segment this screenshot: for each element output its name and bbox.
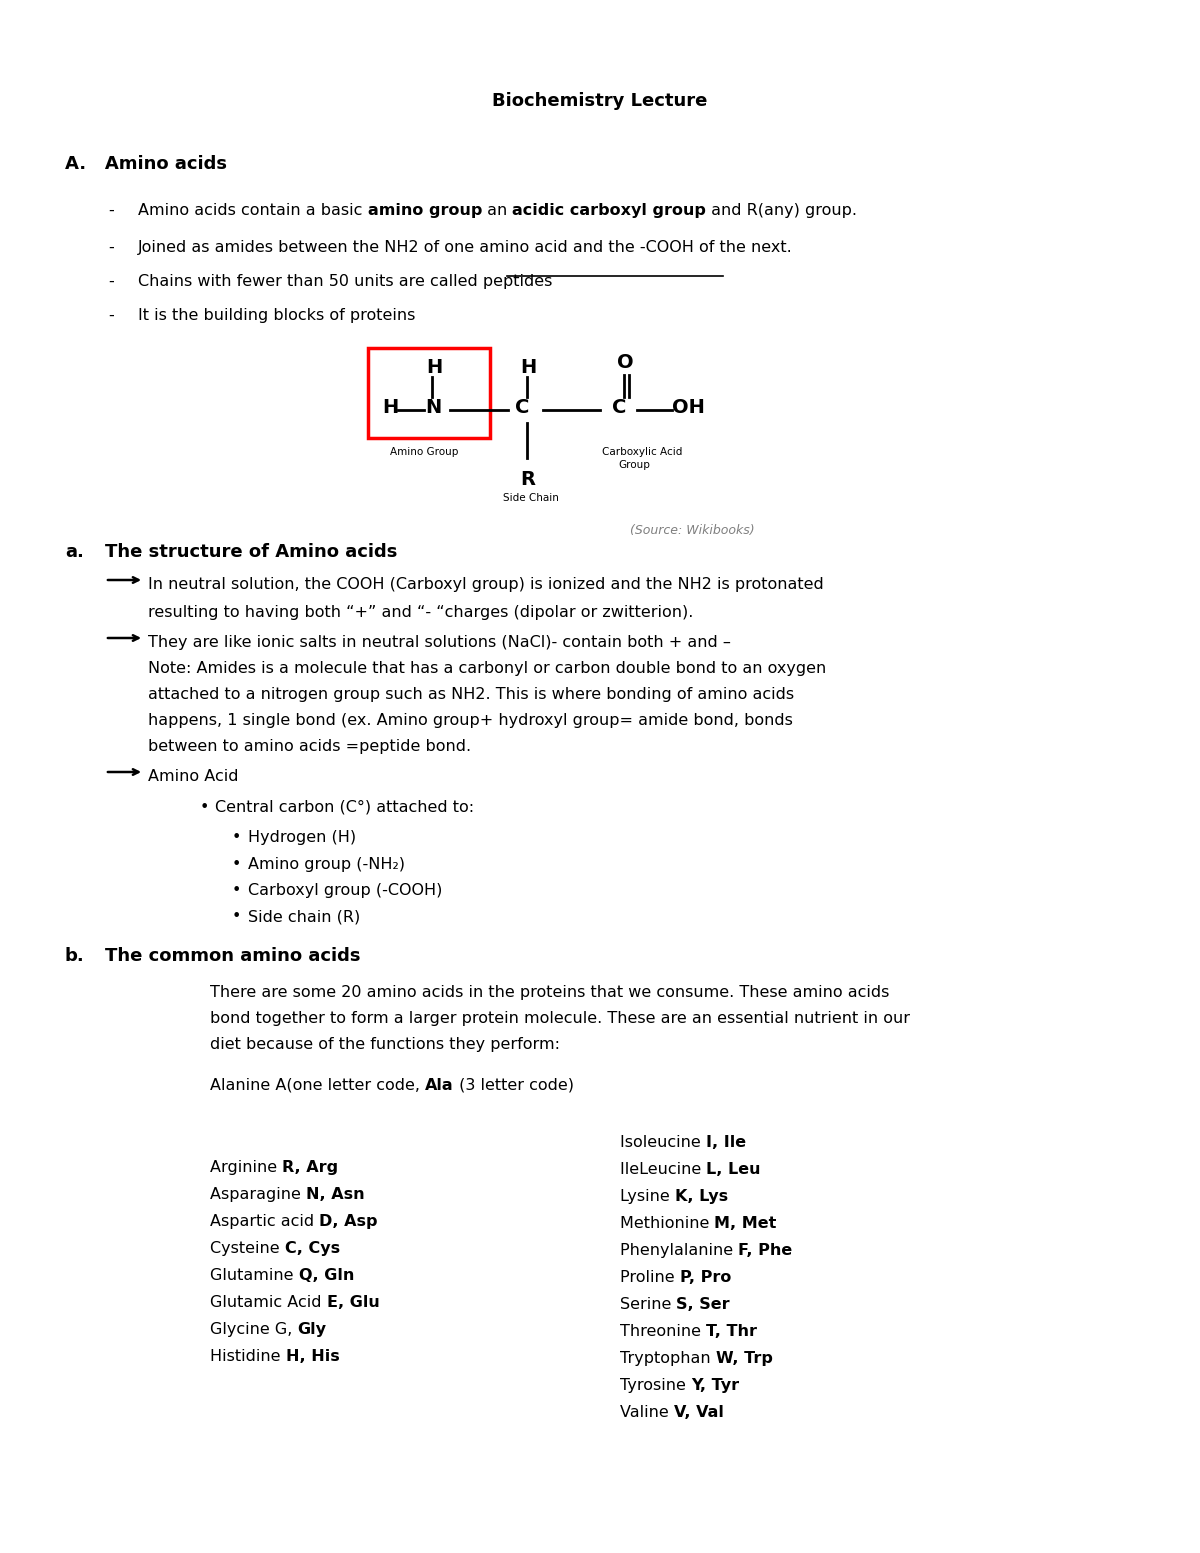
Text: Side chain (R): Side chain (R) — [248, 909, 360, 924]
Text: It is the building blocks of proteins: It is the building blocks of proteins — [138, 307, 415, 323]
Text: M, Met: M, Met — [714, 1216, 776, 1232]
Text: H: H — [382, 398, 398, 418]
Text: Glutamine: Glutamine — [210, 1267, 299, 1283]
Text: P, Pro: P, Pro — [679, 1270, 731, 1284]
Text: H, His: H, His — [286, 1350, 340, 1364]
Text: F, Phe: F, Phe — [738, 1242, 792, 1258]
Text: (3 letter code): (3 letter code) — [454, 1078, 574, 1093]
Text: Tyrosine: Tyrosine — [620, 1378, 691, 1393]
Text: •: • — [232, 829, 241, 845]
Text: OH: OH — [672, 398, 704, 418]
Text: Amino group (-NH₂): Amino group (-NH₂) — [248, 857, 406, 871]
Text: Proline: Proline — [620, 1270, 679, 1284]
Text: Carboxylic Acid: Carboxylic Acid — [602, 447, 683, 457]
Text: Y, Tyr: Y, Tyr — [691, 1378, 739, 1393]
Text: Asparagine: Asparagine — [210, 1186, 306, 1202]
Text: Chains with fewer than 50 units are called peptides: Chains with fewer than 50 units are call… — [138, 273, 552, 289]
Text: They are like ionic salts in neutral solutions (NaCl)- contain both + and –: They are like ionic salts in neutral sol… — [148, 635, 731, 651]
Text: R, Arg: R, Arg — [282, 1160, 338, 1176]
Text: Biochemistry Lecture: Biochemistry Lecture — [492, 92, 708, 110]
Text: Glycine G,: Glycine G, — [210, 1322, 298, 1337]
Text: E, Glu: E, Glu — [326, 1295, 379, 1311]
Text: b.: b. — [65, 947, 85, 964]
Text: between to amino acids =peptide bond.: between to amino acids =peptide bond. — [148, 739, 472, 755]
Text: Note: Amides is a molecule that has a carbonyl or carbon double bond to an oxyge: Note: Amides is a molecule that has a ca… — [148, 662, 827, 676]
Text: Q, Gln: Q, Gln — [299, 1267, 354, 1283]
Text: T, Thr: T, Thr — [706, 1325, 757, 1339]
Text: The common amino acids: The common amino acids — [106, 947, 360, 964]
Bar — [368, 348, 490, 438]
Text: In neutral solution, the COOH (Carboxyl group) is ionized and the NH2 is protona: In neutral solution, the COOH (Carboxyl … — [148, 578, 823, 592]
Text: •: • — [232, 884, 241, 898]
Text: Joined as amides between the NH2 of one amino acid and the -COOH of the next.: Joined as amides between the NH2 of one … — [138, 241, 793, 255]
Text: -: - — [108, 307, 114, 323]
Text: D, Asp: D, Asp — [319, 1214, 378, 1228]
Text: C: C — [612, 398, 626, 418]
Text: I, Ile: I, Ile — [706, 1135, 746, 1151]
Text: Side Chain: Side Chain — [503, 492, 559, 503]
Text: IleLeucine: IleLeucine — [620, 1162, 707, 1177]
Text: N: N — [425, 398, 442, 418]
Text: Glutamic Acid: Glutamic Acid — [210, 1295, 326, 1311]
Text: Gly: Gly — [298, 1322, 326, 1337]
Text: Alanine A(one letter code,: Alanine A(one letter code, — [210, 1078, 425, 1093]
Text: H: H — [520, 359, 536, 377]
Text: C: C — [515, 398, 529, 418]
Text: Amino Group: Amino Group — [390, 447, 458, 457]
Text: resulting to having both “+” and “- “charges (dipolar or zwitterion).: resulting to having both “+” and “- “cha… — [148, 606, 694, 620]
Text: N, Asn: N, Asn — [306, 1186, 365, 1202]
Text: Arginine: Arginine — [210, 1160, 282, 1176]
Text: There are some 20 amino acids in the proteins that we consume. These amino acids: There are some 20 amino acids in the pro… — [210, 985, 889, 1000]
Text: diet because of the functions they perform:: diet because of the functions they perfo… — [210, 1037, 560, 1051]
Text: L, Leu: L, Leu — [707, 1162, 761, 1177]
Text: •: • — [232, 909, 241, 924]
Text: O: O — [617, 353, 634, 373]
Text: R: R — [520, 471, 535, 489]
Text: Tryptophan: Tryptophan — [620, 1351, 715, 1367]
Text: Lysine: Lysine — [620, 1190, 674, 1204]
Text: The structure of Amino acids: The structure of Amino acids — [106, 544, 397, 561]
Text: Central carbon (C°) attached to:: Central carbon (C°) attached to: — [215, 800, 474, 815]
Text: Isoleucine: Isoleucine — [620, 1135, 706, 1151]
Text: •: • — [200, 800, 209, 815]
Text: Histidine: Histidine — [210, 1350, 286, 1364]
Text: and R(any) group.: and R(any) group. — [706, 203, 857, 217]
Text: acidic carboxyl group: acidic carboxyl group — [512, 203, 706, 217]
Text: Cysteine: Cysteine — [210, 1241, 284, 1256]
Text: S, Ser: S, Ser — [677, 1297, 730, 1312]
Text: •: • — [232, 857, 241, 871]
Text: an: an — [482, 203, 512, 217]
Text: Serine: Serine — [620, 1297, 677, 1312]
Text: Amino acids contain a basic: Amino acids contain a basic — [138, 203, 367, 217]
Text: -: - — [108, 241, 114, 255]
Text: bond together to form a larger protein molecule. These are an essential nutrient: bond together to form a larger protein m… — [210, 1011, 910, 1027]
Text: Amino Acid: Amino Acid — [148, 769, 239, 784]
Text: Methionine: Methionine — [620, 1216, 714, 1232]
Text: amino group: amino group — [367, 203, 482, 217]
Text: a.: a. — [65, 544, 84, 561]
Text: Hydrogen (H): Hydrogen (H) — [248, 829, 356, 845]
Text: H: H — [426, 359, 443, 377]
Text: -: - — [108, 203, 114, 217]
Text: C, Cys: C, Cys — [284, 1241, 340, 1256]
Text: -: - — [108, 273, 114, 289]
Text: Phenylalanine: Phenylalanine — [620, 1242, 738, 1258]
Text: happens, 1 single bond (ex. Amino group+ hydroxyl group= amide bond, bonds: happens, 1 single bond (ex. Amino group+… — [148, 713, 793, 728]
Text: V, Val: V, Val — [674, 1405, 724, 1419]
Text: Group: Group — [618, 460, 650, 471]
Text: Threonine: Threonine — [620, 1325, 706, 1339]
Text: K, Lys: K, Lys — [674, 1190, 728, 1204]
Text: Aspartic acid: Aspartic acid — [210, 1214, 319, 1228]
Text: A.   Amino acids: A. Amino acids — [65, 155, 227, 172]
Text: W, Trp: W, Trp — [715, 1351, 773, 1367]
Text: attached to a nitrogen group such as NH2. This is where bonding of amino acids: attached to a nitrogen group such as NH2… — [148, 686, 794, 702]
Text: Ala: Ala — [425, 1078, 454, 1093]
Text: Carboxyl group (-COOH): Carboxyl group (-COOH) — [248, 884, 443, 898]
Text: (Source: Wikibooks): (Source: Wikibooks) — [630, 523, 755, 537]
Text: Valine: Valine — [620, 1405, 674, 1419]
